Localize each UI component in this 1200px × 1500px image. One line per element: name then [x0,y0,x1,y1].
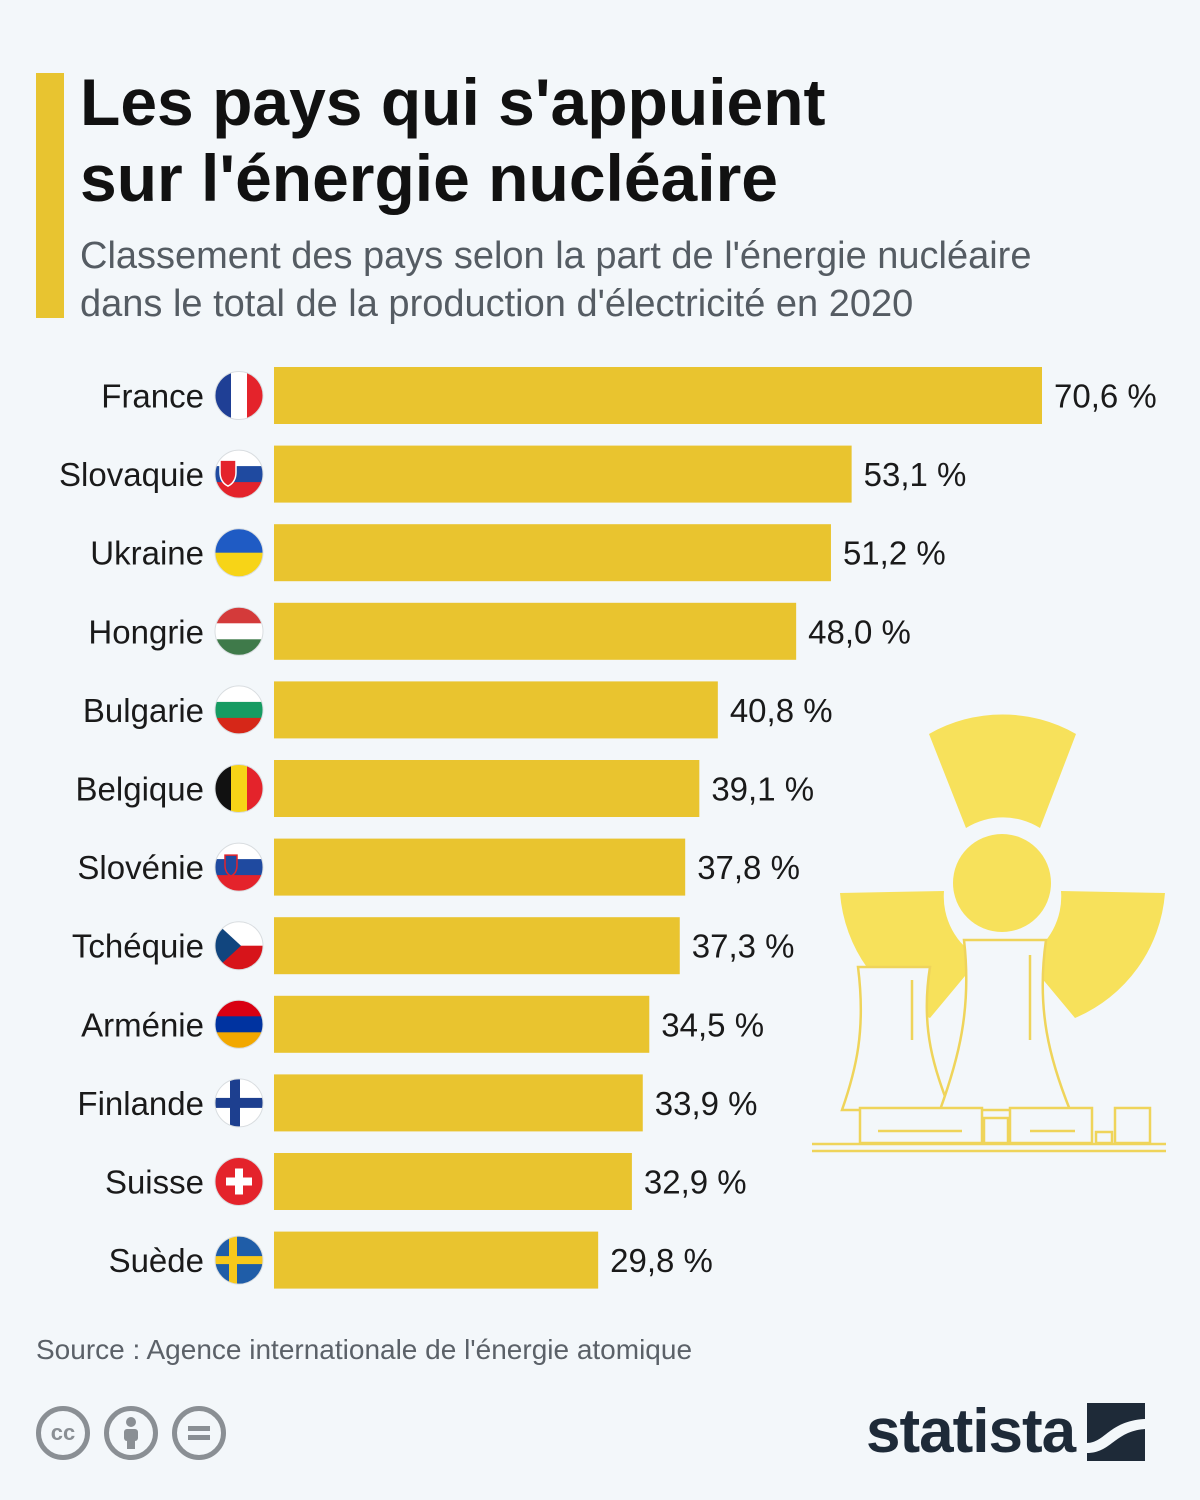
flag-icon [215,685,263,734]
category-label: Arménie [81,1006,204,1043]
bar-chart: France 70,6 % Slovaquie 53,1 % Ukraine 51,2 %… [59,367,1166,1289]
title-line-2: sur l'énergie nucléaire [80,141,778,215]
value-label: 33,9 % [655,1085,758,1122]
value-label: 40,8 % [730,692,833,729]
category-label: Slovaquie [59,456,204,493]
attribution-icon[interactable] [104,1406,158,1460]
chart-row: Suisse 32,9 % [105,1153,747,1210]
chart-rows: France 70,6 % Slovaquie 53,1 % Ukraine 51,2 %… [59,367,1157,1289]
chart-row: Slovénie 37,8 % [77,838,800,896]
source-note: Source : Agence internationale de l'éner… [36,1334,693,1365]
flag-icon [215,1157,263,1206]
value-label: 37,8 % [697,849,800,886]
chart-row: Slovaquie 53,1 % [59,445,967,503]
subtitle-line-1: Classement des pays selon la part de l'é… [80,235,1032,277]
statista-mark-icon [1087,1402,1146,1461]
category-label: Belgique [76,771,204,808]
value-label: 70,6 % [1054,378,1157,415]
chart-row: Suède 29,8 % [109,1231,713,1289]
bar [274,1153,632,1210]
flag-icon [215,843,263,892]
bar [274,681,718,739]
bar [274,760,700,817]
bar [274,445,852,503]
value-label: 39,1 % [711,771,814,808]
statista-logo[interactable]: statista [866,1396,1146,1467]
value-label: 51,2 % [843,535,946,572]
license-icons: cc [36,1406,226,1460]
category-label: Hongrie [88,613,204,650]
flag-icon [215,450,263,499]
no-derivatives-icon[interactable] [172,1406,226,1460]
category-label: Slovénie [77,849,204,886]
chart-row: France 70,6 % [101,367,1157,424]
chart-row: Tchéquie 37,3 % [72,917,795,975]
power-plant-outline-icon [812,938,1166,1153]
value-label: 34,5 % [661,1006,764,1043]
category-label: Suisse [105,1164,204,1201]
category-label: Suède [109,1242,204,1279]
category-label: Finlande [77,1085,204,1122]
category-label: Tchéquie [72,928,204,965]
value-label: 37,3 % [692,928,795,965]
value-label: 32,9 % [644,1164,747,1201]
chart-row: Bulgarie 40,8 % [83,681,833,739]
subtitle: Classement des pays selon la part de l'é… [80,232,1180,328]
page-title: Les pays qui s'appuient sur l'énergie nu… [80,64,1160,216]
flag-icon [215,1000,263,1049]
chart-row: Finlande 33,9 % [77,1074,758,1132]
value-label: 48,0 % [808,613,911,650]
bar [274,1074,643,1132]
title-accent-bar [36,73,64,318]
cc-icon[interactable]: cc [36,1406,90,1460]
value-label: 29,8 % [610,1242,713,1279]
flag-icon [215,764,263,813]
bar [274,995,650,1053]
chart-row: Arménie 34,5 % [81,995,764,1053]
subtitle-line-2: dans le total de la production d'électri… [80,283,914,325]
category-label: France [101,378,204,415]
category-label: Bulgarie [83,692,204,729]
title-line-1: Les pays qui s'appuient [80,65,826,139]
bar [274,838,686,896]
value-label: 53,1 % [864,456,967,493]
flag-icon [215,1078,263,1127]
bar [274,367,1042,424]
radiation-symbol-icon [840,714,1165,1018]
bar [274,1231,599,1289]
chart-row: Belgique 39,1 % [76,760,814,817]
bar [274,524,831,582]
brand-name: statista [866,1397,1076,1466]
category-label: Ukraine [90,535,204,572]
flag-icon [215,1236,263,1285]
flag-icon [215,371,263,420]
bar [274,602,797,660]
chart-row: Hongrie 48,0 % [88,602,911,660]
bar [274,917,680,975]
chart-row: Ukraine 51,2 % [90,524,946,582]
nuclear-plant-illustration [812,714,1166,1153]
flag-icon [215,607,263,656]
